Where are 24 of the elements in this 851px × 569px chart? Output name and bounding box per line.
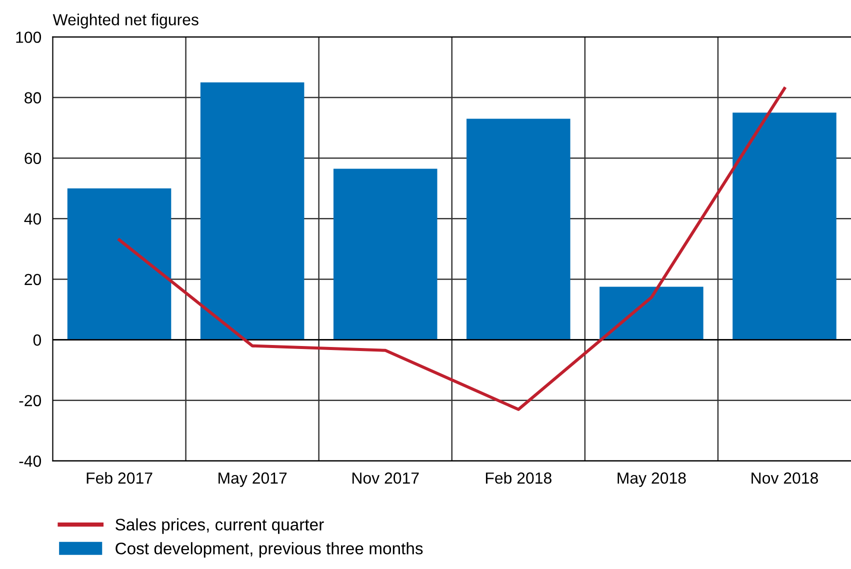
y-tick-label: -40 [19,456,42,467]
x-tick-label: Nov 2018 [752,472,818,484]
x-tick-label: Feb 2017 [86,472,152,484]
x-tick-label: Feb 2018 [486,472,552,484]
y-tick-label: 40 [24,213,42,225]
y-axis-title: Weighted net figures [52,14,198,29]
y-tick-label: 60 [24,152,42,164]
bar [466,118,570,340]
x-tick-label: May 2017 [218,472,287,487]
legend-label: Sales prices, current quarter [116,518,324,534]
bar [200,82,304,340]
line-series [118,86,786,411]
legend-label: Cost development, previous three months [116,542,423,558]
y-tick-label: 80 [24,92,42,104]
bar [333,168,438,340]
y-tick-label: 100 [16,32,42,43]
x-tick-label: Nov 2017 [352,472,419,484]
y-tick-label: 0 [33,334,42,346]
bar [600,286,704,340]
bar [732,112,836,340]
y-tick-label: -20 [19,394,42,406]
y-tick-label: 20 [24,274,42,286]
bar [67,188,172,340]
x-tick-label: May 2018 [618,472,686,487]
